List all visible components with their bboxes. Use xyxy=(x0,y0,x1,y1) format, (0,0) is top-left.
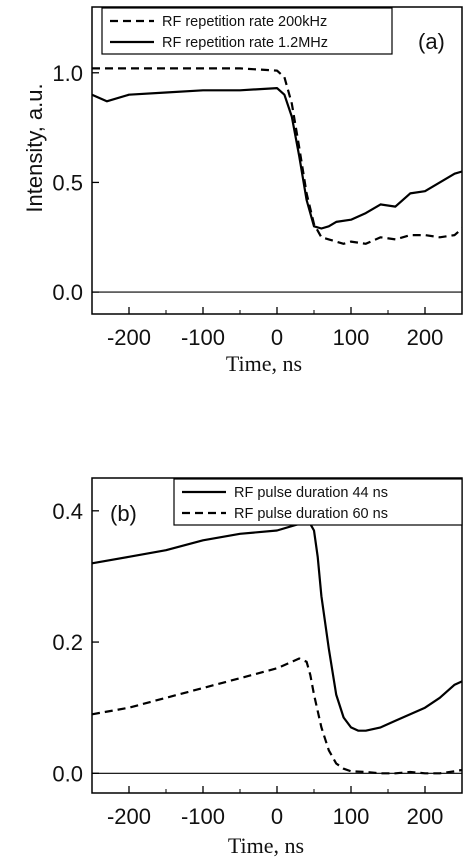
panel-a-legend-box xyxy=(101,7,393,55)
panel-b: -200 -100 0 100 200 0.0 0.2 0.4 RF pulse durati… xyxy=(52,477,463,858)
panel-a-ticks: -200 -100 0 100 200 0.0 0.5 1.0 xyxy=(52,61,463,350)
panel-a-x-tick-label: 200 xyxy=(407,325,444,350)
panel-b-x-tick-label: 200 xyxy=(407,804,444,829)
panel-a-series-line-2 xyxy=(91,86,463,230)
panel-a-label: (a) xyxy=(418,29,445,54)
panel-b-x-axis-title: Time, ns xyxy=(228,833,304,858)
panel-a-x-tick-label: -200 xyxy=(107,325,151,350)
panel-a-y-tick-label: 1.0 xyxy=(52,61,83,86)
panel-a-y-tick-label: 0.0 xyxy=(52,280,83,305)
panel-b-legend-label-2: RF pulse duration 60 ns xyxy=(234,506,388,522)
panel-b-legend-box xyxy=(173,478,463,526)
panel-a-y-axis-title: Intensity, a.u. xyxy=(22,83,47,212)
panel-b-ticks: -200 -100 0 100 200 0.0 0.2 0.4 xyxy=(52,499,463,829)
panel-b-x-tick-label: 100 xyxy=(333,804,370,829)
panel-a-x-tick-label: 0 xyxy=(271,325,283,350)
panel-b-legend: RF pulse duration 44 ns RF pulse duration… xyxy=(173,478,463,526)
panel-b-series-line-2 xyxy=(91,657,463,775)
panel-a-series-line-1 xyxy=(92,67,463,245)
panel-a-x-tick-label: -100 xyxy=(181,325,225,350)
panel-b-label: (b) xyxy=(110,501,137,526)
panel-b-series-group xyxy=(91,522,463,775)
panel-b-y-tick-label: 0.4 xyxy=(52,499,83,524)
panel-b-x-tick-label: -100 xyxy=(181,804,225,829)
panel-a-legend-label-1: RF repetition rate 200kHz xyxy=(162,14,327,30)
panel-a-x-axis-title: Time, ns xyxy=(226,351,302,376)
panel-a-legend-label-2: RF repetition rate 1.2MHz xyxy=(162,35,328,51)
panel-b-y-tick-label: 0.0 xyxy=(52,761,83,786)
panel-a: -200 -100 0 100 200 0.0 0.5 1.0 RF repetition r… xyxy=(22,6,463,376)
panel-b-y-tick-label: 0.2 xyxy=(52,630,83,655)
panel-b-series-line-1 xyxy=(91,522,463,732)
panel-b-x-tick-label: -200 xyxy=(107,804,151,829)
panel-b-x-tick-label: 0 xyxy=(271,804,283,829)
panel-a-legend: RF repetition rate 200kHz RF repetition r… xyxy=(101,7,393,55)
panel-b-legend-label-1: RF pulse duration 44 ns xyxy=(234,485,388,501)
panel-a-y-tick-label: 0.5 xyxy=(52,170,83,195)
panel-a-x-tick-label: 100 xyxy=(333,325,370,350)
panel-a-series-group xyxy=(91,67,463,245)
